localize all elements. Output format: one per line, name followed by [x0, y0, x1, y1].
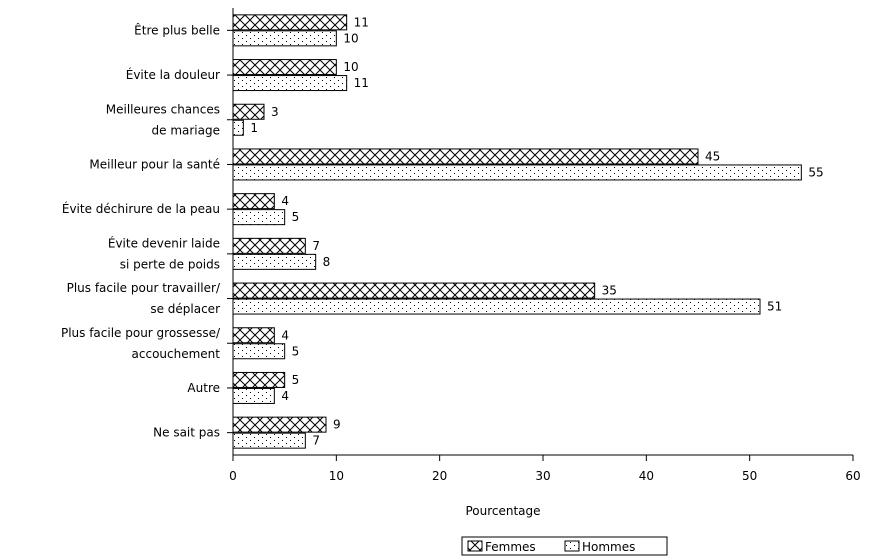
bar-value-label: 4 — [281, 194, 289, 208]
bar-value-label: 11 — [354, 15, 369, 29]
category-label: Évite devenir laide si perte de poids — [108, 235, 220, 271]
bar-value-label: 4 — [281, 389, 289, 403]
bar-value-label: 5 — [292, 210, 300, 224]
x-tick-label: 20 — [432, 469, 447, 483]
x-tick-label: 50 — [742, 469, 757, 483]
x-axis: 0 10 20 30 40 50 60 — [229, 455, 861, 483]
bar-value-label: 7 — [312, 434, 320, 448]
bar-femmes — [232, 327, 275, 344]
bar-femmes — [232, 59, 337, 76]
bar-femmes — [232, 14, 348, 31]
x-tick-label: 40 — [639, 469, 654, 483]
bar-hommes — [232, 75, 348, 92]
legend-swatch-femmes — [467, 540, 483, 552]
bar-femmes — [232, 193, 275, 210]
bar-hommes — [232, 298, 761, 315]
category-label: Évite la douleur — [126, 67, 220, 82]
category-labels: Être plus belle Évite la douleur Meilleure… — [61, 22, 221, 439]
x-tick-label: 10 — [329, 469, 344, 483]
bar-value-label: 55 — [808, 165, 823, 179]
x-tick-label: 60 — [845, 469, 860, 483]
bar-femmes — [232, 282, 596, 299]
bar-hommes — [232, 343, 286, 360]
legend-label-femmes: Femmes — [485, 540, 536, 554]
bar-value-label: 9 — [333, 418, 341, 432]
bar-value-label: 5 — [292, 373, 300, 387]
category-label: Ne sait pas — [153, 426, 220, 440]
x-tick-label: 30 — [535, 469, 550, 483]
bar-hommes — [232, 30, 337, 47]
bar-femmes — [232, 416, 327, 433]
bar-femmes — [232, 371, 286, 388]
legend: Femmes Hommes — [461, 536, 668, 556]
bar-value-label: 4 — [281, 328, 289, 342]
category-label: Meilleur pour la santé — [89, 157, 220, 171]
x-tick-label: 0 — [229, 469, 237, 483]
bar-value-label: 7 — [312, 239, 320, 253]
bar-hommes — [232, 387, 275, 404]
bar-hommes — [232, 432, 306, 449]
category-label: Meilleures chances de mariage — [106, 102, 220, 137]
bar-value-label: 5 — [292, 344, 300, 358]
category-label: Plus facile pour grossesse/accouchement — [61, 326, 221, 361]
category-label: Autre — [187, 381, 220, 395]
bar-femmes — [232, 103, 265, 120]
bar-hommes — [232, 253, 317, 270]
bar-value-label: 11 — [354, 76, 369, 90]
x-axis-title: Pourcentage — [465, 504, 540, 518]
category-label: Être plus belle — [134, 22, 220, 37]
bar-hommes — [232, 164, 802, 181]
bar-value-label: 1 — [250, 121, 258, 135]
legend-label-hommes: Hommes — [582, 540, 635, 554]
bar-hommes — [232, 119, 244, 136]
bar-value-label: 10 — [343, 31, 358, 45]
category-label: Évite déchirure de la peau — [62, 201, 220, 216]
bar-value-label: 10 — [343, 60, 358, 74]
legend-swatch-hommes — [564, 540, 580, 552]
bar-value-label: 3 — [271, 105, 279, 119]
bar-value-label: 8 — [323, 255, 331, 269]
bar-value-label: 45 — [705, 149, 720, 163]
bar-value-label: 51 — [767, 300, 782, 314]
bar-value-label: 35 — [602, 284, 617, 298]
bar-hommes — [232, 209, 286, 226]
category-label: Plus facile pour travailler/se déplacer — [67, 281, 221, 316]
bar-femmes — [232, 148, 699, 165]
bar-femmes — [232, 237, 306, 254]
